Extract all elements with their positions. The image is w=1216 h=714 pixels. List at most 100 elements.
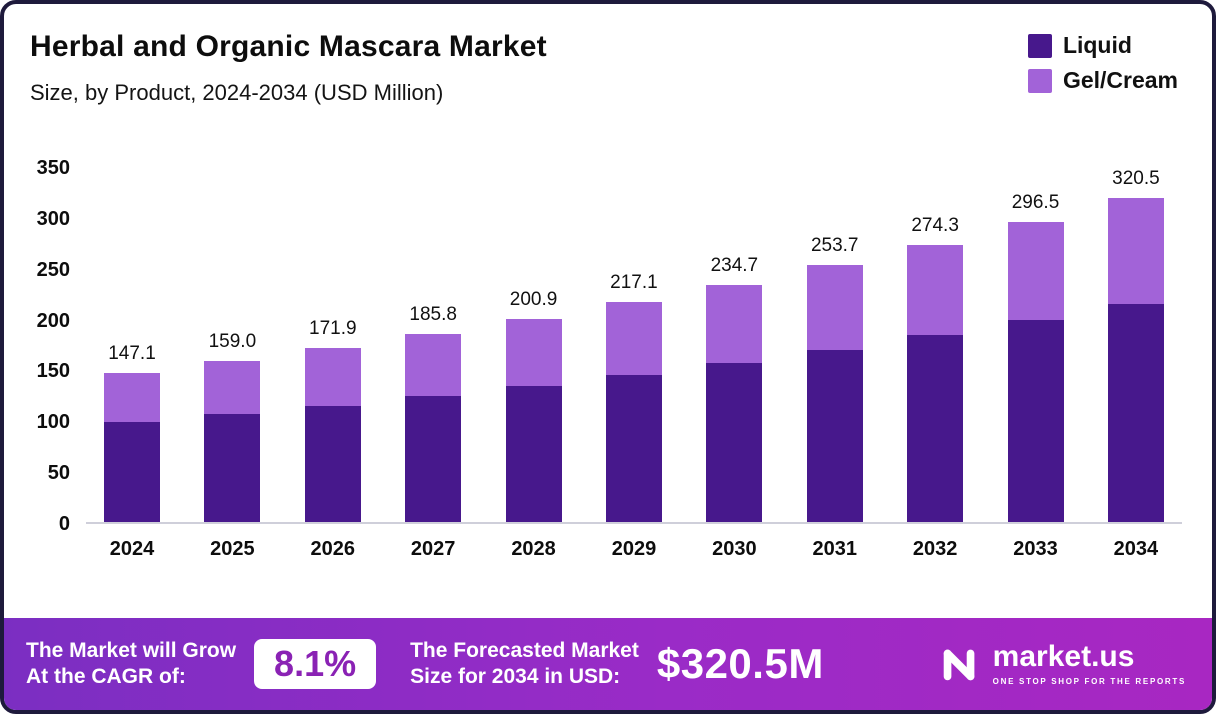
bar-segment-gel-cream <box>1107 198 1164 304</box>
x-tick-label: 2026 <box>310 538 356 560</box>
forecast-label: The Forecasted Market Size for 2034 in U… <box>410 638 639 691</box>
cagr-label-line1: The Market will Grow <box>26 638 237 662</box>
forecast-label-line1: The Forecasted Market <box>410 638 639 662</box>
bar-column: 159.0 <box>204 168 261 522</box>
bar-segment-gel-cream <box>907 244 964 336</box>
bar-stack <box>505 318 562 522</box>
x-tick-label: 2030 <box>712 538 757 560</box>
header: Herbal and Organic Mascara Market Size, … <box>4 4 1212 106</box>
legend-swatch-liquid <box>1027 33 1052 58</box>
bar-segment-liquid <box>605 374 662 522</box>
cagr-label-line2: At the CAGR of: <box>26 665 186 688</box>
bar-stack <box>405 334 462 522</box>
bar-value-label: 217.1 <box>610 272 658 294</box>
bar-stack <box>1007 222 1064 522</box>
bar-stack <box>706 284 763 522</box>
x-tick-label: 2028 <box>511 538 556 560</box>
brand-tagline: ONE STOP SHOP FOR THE REPORTS <box>992 677 1186 686</box>
cagr-label: The Market will Grow At the CAGR of: <box>26 638 236 691</box>
y-tick-label: 300 <box>36 207 70 230</box>
bar-column: 217.1 <box>605 168 662 522</box>
cagr-value: 8.1% <box>254 639 377 689</box>
bar-stack <box>605 302 662 522</box>
bar-segment-gel-cream <box>806 265 863 350</box>
legend: Liquid Gel/Cream <box>1027 30 1178 94</box>
page-subtitle: Size, by Product, 2024-2034 (USD Million… <box>30 80 444 105</box>
x-tick-label: 2027 <box>410 538 456 560</box>
legend-swatch-gel-cream <box>1027 68 1052 93</box>
y-tick-label: 100 <box>36 411 70 434</box>
bar-column: 274.3 <box>907 168 964 522</box>
x-axis: 2024 2025 2026 2027 2028 2029 2030 2031 2032 2033… <box>86 538 1182 561</box>
forecast-label-line2: Size for 2034 in USD: <box>410 665 621 688</box>
header-titles: Herbal and Organic Mascara Market Size, … <box>30 30 547 106</box>
bar-segment-gel-cream <box>505 318 562 386</box>
bar-segment-gel-cream <box>204 361 261 415</box>
x-tick-label: 2025 <box>210 538 255 560</box>
bar-column: 296.5 <box>1007 168 1064 522</box>
x-tick-label: 2031 <box>812 538 857 560</box>
footer-banner: The Market will Grow At the CAGR of: 8.1… <box>4 618 1212 710</box>
forecast-value: $320.5M <box>656 640 824 687</box>
bar-segment-liquid <box>405 396 462 522</box>
legend-item-liquid: Liquid <box>1027 32 1178 59</box>
bar-value-label: 185.8 <box>409 304 457 326</box>
bar-segment-liquid <box>907 335 964 522</box>
page-title: Herbal and Organic Mascara Market <box>30 30 547 63</box>
bar-stack <box>806 265 863 522</box>
bar-value-label: 147.1 <box>108 343 156 365</box>
bar-column: 320.5 <box>1107 168 1164 522</box>
bar-stack <box>304 348 361 522</box>
x-tick-label: 2029 <box>611 538 657 560</box>
bar-segment-liquid <box>1107 303 1164 522</box>
plot-area: 147.1 159.0 171.9 185.8 200.9 217.1 234.7 253.7… <box>86 168 1182 524</box>
bar-column: 200.9 <box>505 168 562 522</box>
brand: market.us ONE STOP SHOP FOR THE REPORTS <box>937 641 1186 687</box>
y-tick-label: 0 <box>58 513 70 535</box>
bar-value-label: 159.0 <box>208 331 257 353</box>
bar-segment-liquid <box>706 362 763 522</box>
bar-column: 185.8 <box>405 168 462 522</box>
legend-item-gel-cream: Gel/Cream <box>1027 67 1178 94</box>
y-tick-label: 150 <box>36 360 70 383</box>
bar-value-label: 253.7 <box>810 235 859 257</box>
bar-segment-liquid <box>505 385 562 522</box>
legend-label-liquid: Liquid <box>1062 32 1132 58</box>
y-axis: 0 50 100 150 200 250 300 350 <box>22 157 86 535</box>
bar-value-label: 320.5 <box>1112 168 1160 189</box>
bar-segment-gel-cream <box>104 373 160 423</box>
bar-segment-liquid <box>1007 320 1064 522</box>
bar-segment-liquid <box>806 349 863 522</box>
x-tick-label: 2033 <box>1013 538 1058 560</box>
bar-segment-gel-cream <box>706 284 763 363</box>
bar-segment-gel-cream <box>605 302 662 375</box>
bar-value-label: 296.5 <box>1011 192 1060 214</box>
chart: 0 50 100 150 200 250 300 350 147.1 159.0 171.9 185… <box>22 157 1182 561</box>
y-tick-label: 200 <box>36 309 70 332</box>
brand-name: market.us <box>992 640 1135 673</box>
legend-label-gel-cream: Gel/Cream <box>1062 67 1178 93</box>
bar-segment-liquid <box>304 405 361 522</box>
bar-stack <box>204 361 261 522</box>
bar-segment-liquid <box>204 414 261 522</box>
bar-column: 171.9 <box>304 168 361 522</box>
bar-stack <box>1107 198 1164 522</box>
bar-value-label: 200.9 <box>509 288 558 310</box>
bar-segment-gel-cream <box>304 348 361 406</box>
bar-segment-liquid <box>104 422 160 522</box>
bar-value-label: 234.7 <box>710 254 759 276</box>
y-tick-label: 50 <box>47 462 70 485</box>
bar-stack <box>104 373 160 522</box>
x-tick-label: 2034 <box>1113 538 1159 560</box>
bar-value-label: 171.9 <box>309 318 357 340</box>
bar-stack <box>907 244 964 522</box>
bars-row: 147.1 159.0 171.9 185.8 200.9 217.1 234.7 253.7… <box>86 168 1182 522</box>
bar-column: 147.1 <box>104 168 160 522</box>
bar-column: 253.7 <box>806 168 863 522</box>
bar-segment-gel-cream <box>1007 222 1064 321</box>
x-tick-label: 2032 <box>912 538 958 560</box>
bar-segment-gel-cream <box>405 334 462 397</box>
x-tick-label: 2024 <box>109 538 155 560</box>
y-tick-label: 350 <box>36 157 70 179</box>
